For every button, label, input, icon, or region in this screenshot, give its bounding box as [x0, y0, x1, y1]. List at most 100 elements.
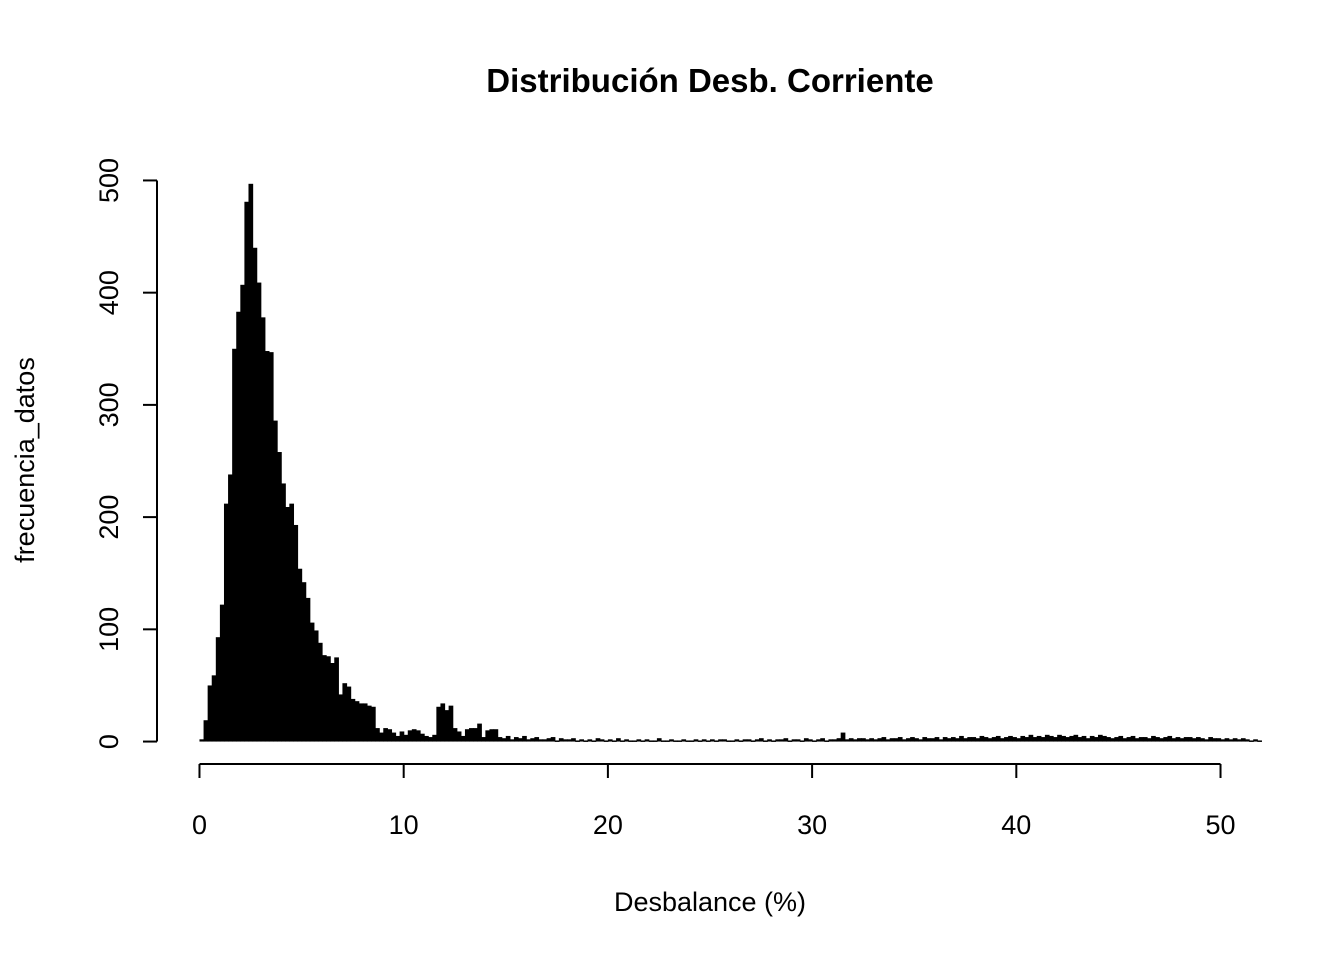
bar — [1134, 738, 1140, 742]
bar — [1196, 737, 1201, 742]
bar — [840, 732, 846, 742]
bar — [342, 683, 348, 742]
bar — [591, 740, 597, 742]
bar — [1208, 737, 1213, 742]
bar — [403, 734, 409, 742]
x-tick-label: 30 — [797, 810, 827, 840]
bar — [313, 630, 319, 742]
bar — [906, 738, 911, 742]
bar — [1240, 738, 1246, 742]
y-tick-label: 0 — [94, 734, 124, 749]
bar — [256, 282, 262, 742]
bar — [693, 739, 699, 742]
bar — [1204, 739, 1209, 742]
bar — [264, 351, 270, 742]
bar — [358, 703, 364, 742]
bar — [750, 740, 756, 742]
x-tick-label: 20 — [593, 810, 623, 840]
bar — [1253, 739, 1258, 742]
bar — [595, 738, 601, 742]
bar — [399, 731, 405, 742]
bar — [611, 740, 617, 742]
bar — [281, 483, 286, 742]
bar — [1171, 738, 1177, 742]
bar — [375, 728, 380, 742]
bar — [897, 737, 903, 742]
bar — [648, 740, 654, 742]
bar — [272, 420, 278, 742]
x-tick-label: 50 — [1206, 810, 1236, 840]
bar — [791, 739, 797, 742]
bar — [1036, 735, 1042, 742]
bar — [1232, 738, 1238, 742]
bar — [248, 183, 254, 742]
bar — [534, 737, 540, 742]
bar — [1004, 737, 1009, 742]
x-tick-label: 40 — [1001, 810, 1031, 840]
bar — [383, 728, 388, 742]
bar — [587, 739, 593, 742]
bar — [424, 735, 429, 742]
bar — [546, 738, 552, 742]
x-tick-label: 0 — [192, 810, 207, 840]
bar — [395, 735, 401, 742]
bar — [1097, 734, 1103, 742]
bar — [938, 739, 944, 742]
bar — [959, 735, 964, 742]
bar — [1175, 737, 1181, 742]
bar — [469, 728, 474, 742]
bar — [1073, 734, 1079, 742]
bar — [232, 348, 237, 742]
bar — [1216, 738, 1222, 742]
y-tick-label: 400 — [94, 270, 124, 315]
bar — [1102, 735, 1107, 742]
bar — [836, 738, 842, 742]
bar — [767, 739, 772, 742]
bar — [428, 737, 433, 742]
bar — [1020, 735, 1026, 742]
bar — [775, 739, 781, 742]
bar — [1142, 737, 1148, 742]
bar — [1065, 737, 1071, 742]
bar — [934, 737, 940, 742]
bar — [901, 739, 907, 742]
bar — [579, 739, 584, 742]
bar — [493, 729, 499, 742]
bar — [869, 738, 874, 742]
bar — [828, 739, 834, 742]
bar — [942, 737, 948, 742]
bar — [779, 739, 785, 742]
bar — [530, 738, 535, 742]
bar — [726, 740, 732, 742]
bar — [881, 737, 887, 742]
bar — [922, 737, 928, 742]
bar — [1200, 738, 1205, 742]
bar — [620, 740, 625, 742]
bar — [228, 474, 233, 742]
bar — [955, 738, 960, 742]
bar — [599, 739, 605, 742]
bar — [236, 311, 241, 742]
bar — [505, 735, 511, 742]
bar — [803, 738, 809, 742]
bar — [477, 723, 482, 742]
bar — [820, 738, 825, 742]
bar — [685, 740, 691, 742]
bar — [1130, 735, 1136, 742]
bar — [795, 739, 801, 742]
bar — [1106, 737, 1111, 742]
bar — [522, 735, 527, 742]
bar — [669, 739, 674, 742]
bar — [1122, 738, 1128, 742]
bar — [930, 738, 936, 742]
bar — [460, 735, 466, 742]
bar — [987, 738, 993, 742]
bar — [983, 737, 989, 742]
bar — [1061, 735, 1066, 742]
bar — [852, 739, 858, 742]
bar — [705, 740, 711, 742]
bar — [624, 739, 629, 742]
y-tick-label: 200 — [94, 495, 124, 540]
